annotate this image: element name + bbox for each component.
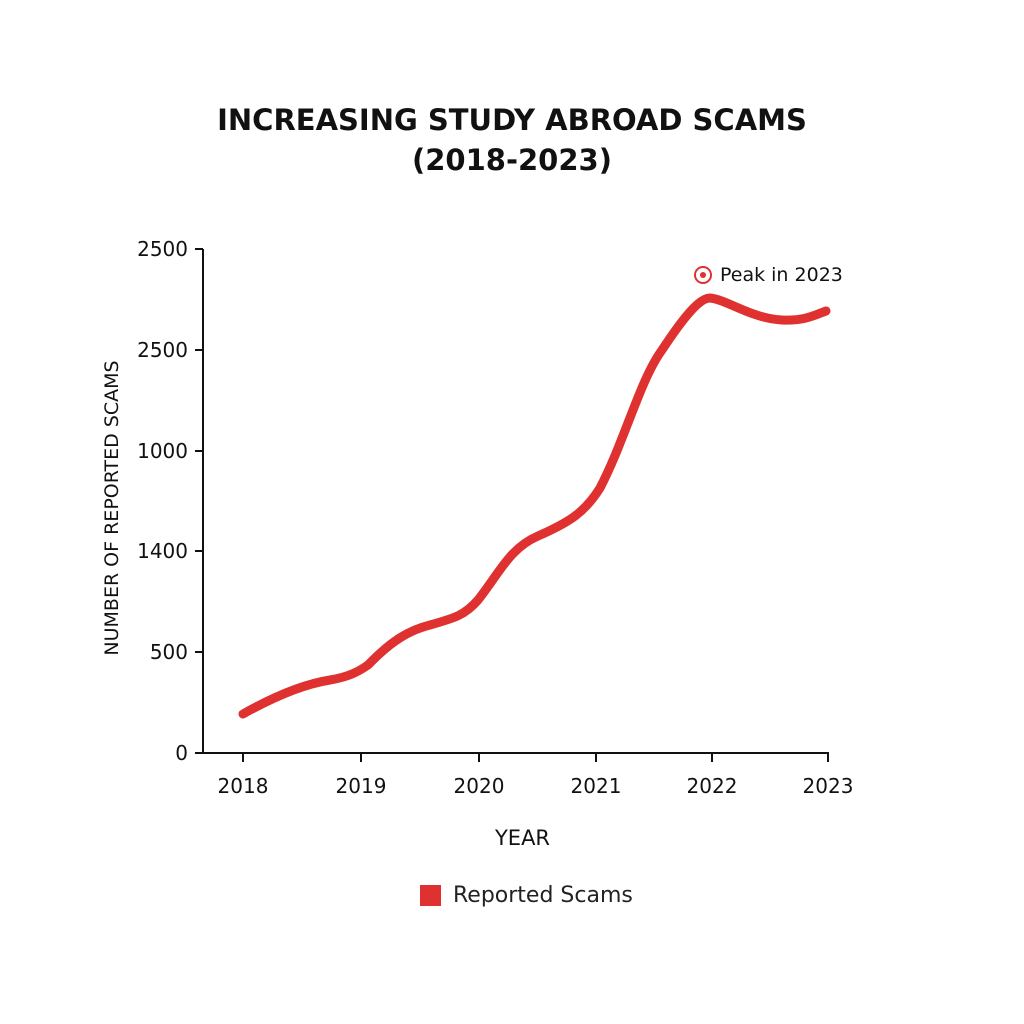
y-tick-label: 2500 bbox=[137, 237, 188, 261]
chart-title-line2: (2018-2023) bbox=[412, 143, 612, 177]
y-ticks bbox=[195, 248, 203, 754]
y-tick-label: 1000 bbox=[137, 439, 188, 463]
peak-annotation-label: Peak in 2023 bbox=[720, 264, 843, 286]
target-marker-icon bbox=[694, 266, 712, 284]
y-tick-label: 2500 bbox=[137, 338, 188, 362]
x-axis-label: YEAR bbox=[494, 826, 551, 850]
x-ticks bbox=[242, 753, 829, 762]
y-tick-label: 500 bbox=[150, 640, 188, 664]
x-tick-label: 2019 bbox=[336, 774, 387, 798]
chart-title-line1: INCREASING STUDY ABROAD SCAMS bbox=[217, 103, 807, 137]
x-tick-labels: 2018 2019 2020 2021 2022 2023 bbox=[218, 774, 854, 798]
y-tick-labels: 0 500 1400 1000 2500 2500 bbox=[137, 237, 188, 765]
series-line-reported-scams bbox=[238, 293, 831, 719]
legend-label: Reported Scams bbox=[453, 883, 633, 908]
chart-title: INCREASING STUDY ABROAD SCAMS (2018-2023… bbox=[0, 100, 1024, 180]
y-axis-label: NUMBER OF REPORTED SCAMS bbox=[101, 360, 123, 656]
x-tick-label: 2020 bbox=[454, 774, 505, 798]
legend-swatch-icon bbox=[420, 885, 441, 906]
x-tick-label: 2023 bbox=[803, 774, 854, 798]
peak-annotation: Peak in 2023 bbox=[694, 264, 843, 286]
x-tick-label: 2022 bbox=[687, 774, 738, 798]
x-tick-label: 2021 bbox=[571, 774, 622, 798]
y-tick-label: 1400 bbox=[137, 539, 188, 563]
legend: Reported Scams bbox=[420, 883, 633, 908]
x-tick-label: 2018 bbox=[218, 774, 269, 798]
y-tick-label: 0 bbox=[175, 741, 188, 765]
